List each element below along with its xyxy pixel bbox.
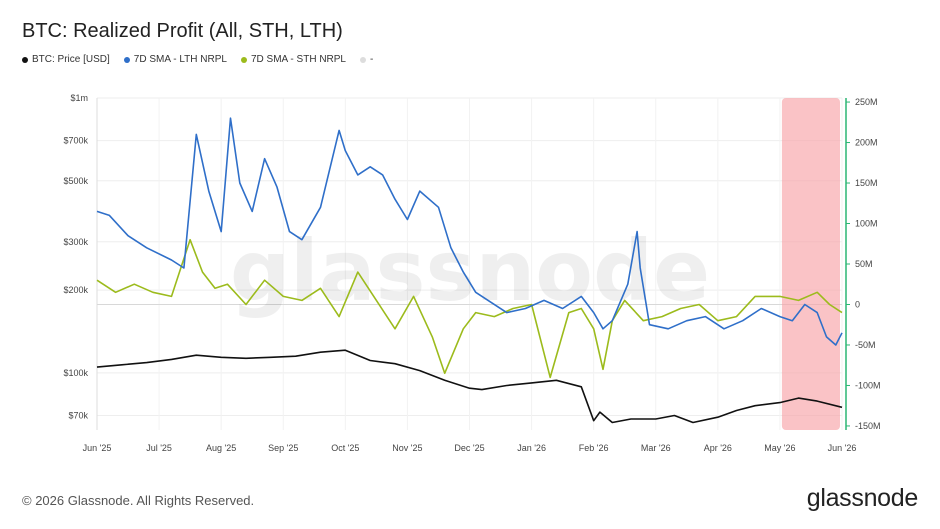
right-tick-label-3: 100M <box>855 219 878 229</box>
left-tick-label-5: $100k <box>63 368 88 378</box>
brand-logo: glassnode <box>806 484 919 512</box>
legend-label-lth: 7D SMA - LTH NRPL <box>133 54 227 65</box>
x-tick-label-11: May '26 <box>764 443 795 453</box>
legend: BTC: Price [USD] 7D SMA - LTH NRPL 7D SM… <box>22 54 373 65</box>
left-tick-label-2: $500k <box>63 176 88 186</box>
series-line-price <box>96 349 843 424</box>
x-tick-label-7: Jan '26 <box>517 443 546 453</box>
x-tick-label-4: Oct '25 <box>331 443 359 453</box>
x-tick-label-1: Jul '25 <box>146 443 172 453</box>
series-lines <box>96 117 843 424</box>
x-tick-label-9: Mar '26 <box>641 443 671 453</box>
left-axis: $1m $700k $500k $300k $200k $100k $70k <box>63 93 88 421</box>
legend-label-other: - <box>370 54 374 65</box>
left-tick-label-6: $70k <box>68 411 88 421</box>
x-axis: Jun '25 Jul '25 Aug '25 Sep '25 Oct '25 Nov '… <box>83 443 857 453</box>
left-tick-label-1: $700k <box>63 136 88 146</box>
x-tick-label-3: Sep '25 <box>268 443 298 453</box>
series-line-lth <box>96 117 843 346</box>
right-tick-label-8: -150M <box>855 421 881 431</box>
legend-label-sth: 7D SMA - STH NRPL <box>250 54 346 65</box>
x-tick-label-0: Jun '25 <box>83 443 112 453</box>
legend-item-lth[interactable]: 7D SMA - LTH NRPL <box>123 54 227 65</box>
x-tick-label-10: Apr '26 <box>704 443 732 453</box>
x-tick-label-2: Aug '25 <box>206 443 236 453</box>
right-tick-label-7: -100M <box>855 380 881 390</box>
left-tick-label-4: $200k <box>63 285 88 295</box>
left-tick-label-3: $300k <box>63 237 88 247</box>
grid <box>96 97 847 430</box>
x-tick-label-6: Dec '25 <box>454 443 484 453</box>
series-line-sth <box>96 238 843 379</box>
right-tick-label-5: 0 <box>855 299 860 309</box>
legend-item-sth[interactable]: 7D SMA - STH NRPL <box>240 54 346 65</box>
legend-dot-other <box>360 56 366 63</box>
x-tick-label-8: Feb '26 <box>579 443 609 453</box>
x-tick-label-12: Jun '26 <box>828 443 857 453</box>
legend-item-other[interactable]: - <box>360 54 373 65</box>
right-tick-label-6: -50M <box>855 340 876 350</box>
right-tick-label-1: 200M <box>855 138 878 148</box>
chart-title: BTC: Realized Profit (All, STH, LTH) <box>22 20 343 42</box>
left-tick-label-0: $1m <box>70 93 88 103</box>
right-tick-label-4: 50M <box>855 259 873 269</box>
legend-dot-lth <box>123 56 130 63</box>
right-tick-label-2: 150M <box>855 178 878 188</box>
copyright-footer: © 2026 Glassnode. All Rights Reserved. <box>22 493 255 508</box>
highlight-region <box>781 98 840 430</box>
legend-label-price: BTC: Price [USD] <box>32 54 110 65</box>
x-tick-label-5: Nov '25 <box>392 443 422 453</box>
legend-dot-price <box>22 56 28 63</box>
right-tick-label-0: 250M <box>855 97 878 107</box>
right-axis: 250M 200M 150M 100M 50M 0 -50M -100M -150M <box>846 97 881 431</box>
legend-dot-sth <box>240 56 247 63</box>
legend-item-price[interactable]: BTC: Price [USD] <box>22 54 110 65</box>
